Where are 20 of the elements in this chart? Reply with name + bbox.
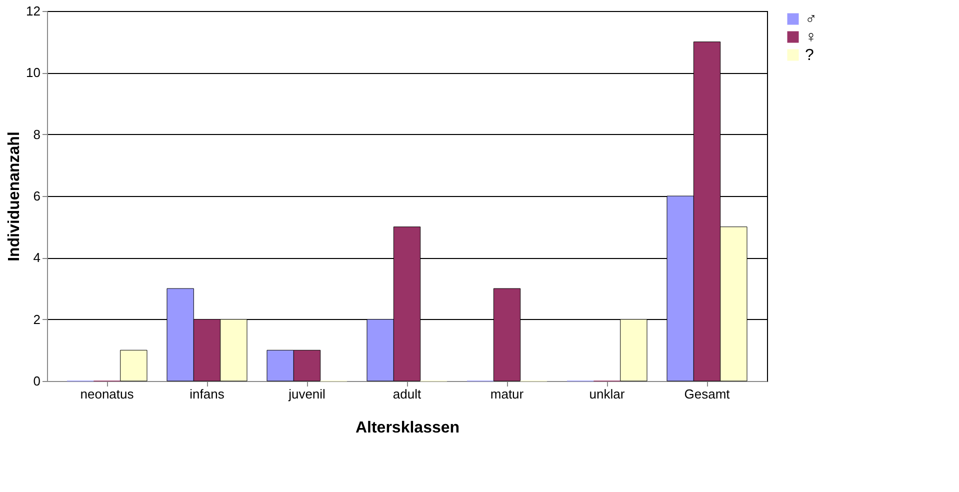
x-tick-label: infans (190, 386, 225, 402)
y-tick-label: 6 (33, 188, 40, 204)
x-tick-label: unklar (589, 386, 626, 402)
x-axis-title: Altersklassen (355, 420, 460, 436)
legend-label: ? (805, 47, 814, 64)
x-tick-label: matur (490, 386, 524, 402)
x-tick-label: neonatus (80, 386, 134, 402)
bar (120, 350, 148, 382)
y-tick-label: 8 (33, 126, 40, 142)
y-axis-title: Individuenanzahl (6, 132, 24, 262)
y-tick-label: 2 (33, 312, 40, 327)
legend-label: ♀ (805, 29, 817, 46)
x-tick-label: juvenil (288, 386, 326, 402)
y-tick-label: 12 (26, 4, 40, 18)
y-tick-label: 4 (33, 250, 40, 266)
y-tick-label: 10 (26, 65, 40, 80)
y-tick-label: 0 (33, 374, 40, 388)
legend-label: ♂ (805, 11, 817, 28)
x-tick-label: Gesamt (684, 386, 730, 402)
x-tick-label: adult (392, 386, 422, 402)
